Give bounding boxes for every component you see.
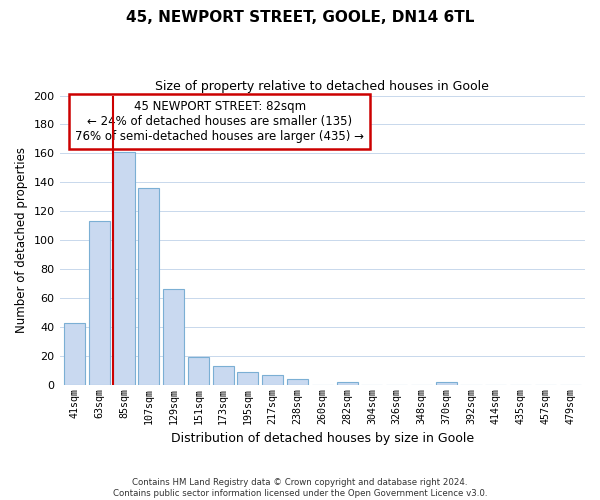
Bar [138, 188, 160, 385]
Text: Contains HM Land Registry data © Crown copyright and database right 2024.
Contai: Contains HM Land Registry data © Crown c… [113, 478, 487, 498]
Y-axis label: Number of detached properties: Number of detached properties [15, 147, 28, 333]
X-axis label: Distribution of detached houses by size in Goole: Distribution of detached houses by size … [171, 432, 474, 445]
Text: 45, NEWPORT STREET, GOOLE, DN14 6TL: 45, NEWPORT STREET, GOOLE, DN14 6TL [126, 10, 474, 25]
Bar [238, 372, 259, 385]
Bar [64, 322, 85, 385]
Text: 45 NEWPORT STREET: 82sqm
← 24% of detached houses are smaller (135)
76% of semi-: 45 NEWPORT STREET: 82sqm ← 24% of detach… [76, 100, 364, 143]
Bar [188, 358, 209, 385]
Bar [287, 379, 308, 385]
Bar [212, 366, 233, 385]
Bar [113, 152, 134, 385]
Bar [262, 375, 283, 385]
Bar [163, 290, 184, 385]
Bar [436, 382, 457, 385]
Bar [337, 382, 358, 385]
Title: Size of property relative to detached houses in Goole: Size of property relative to detached ho… [155, 80, 489, 93]
Bar [89, 222, 110, 385]
